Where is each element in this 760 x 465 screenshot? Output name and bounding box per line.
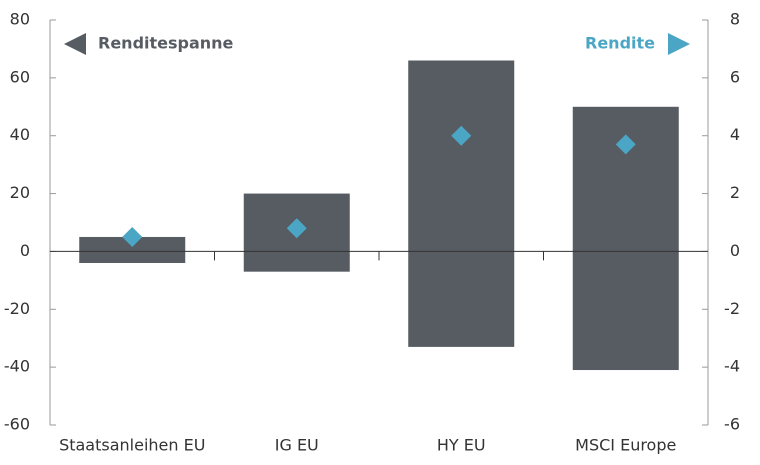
bar <box>408 60 515 347</box>
y-tick-label: 0 <box>20 241 30 260</box>
y2-tick-label: 4 <box>730 125 740 144</box>
y2-tick-label: 8 <box>730 10 740 29</box>
x-tick-label: Staatsanleihen EU <box>59 436 205 455</box>
x-tick-label: HY EU <box>437 436 486 455</box>
y-tick-label: -20 <box>4 299 30 318</box>
y-tick-label: 80 <box>10 10 30 29</box>
y2-tick-label: -6 <box>724 415 740 434</box>
marker <box>122 226 143 247</box>
y-tick-label: 40 <box>10 125 30 144</box>
marker <box>451 125 472 146</box>
y-tick-label: 60 <box>10 67 30 86</box>
y2-tick-label: -2 <box>724 299 740 318</box>
legend-arrow <box>668 33 690 55</box>
y-tick-label: -60 <box>4 415 30 434</box>
legend-arrow <box>64 33 86 55</box>
legend-label: Rendite <box>585 34 655 53</box>
x-tick-label: IG EU <box>275 436 319 455</box>
legend-label: Renditespanne <box>98 34 234 53</box>
y-tick-label: -40 <box>4 357 30 376</box>
marker <box>286 218 307 239</box>
y-tick-label: 20 <box>10 183 30 202</box>
y2-tick-label: 0 <box>730 241 740 260</box>
y2-tick-label: -4 <box>724 357 740 376</box>
y2-tick-label: 6 <box>730 67 740 86</box>
marker <box>615 134 636 155</box>
x-tick-label: MSCI Europe <box>575 436 676 455</box>
y2-tick-label: 2 <box>730 183 740 202</box>
